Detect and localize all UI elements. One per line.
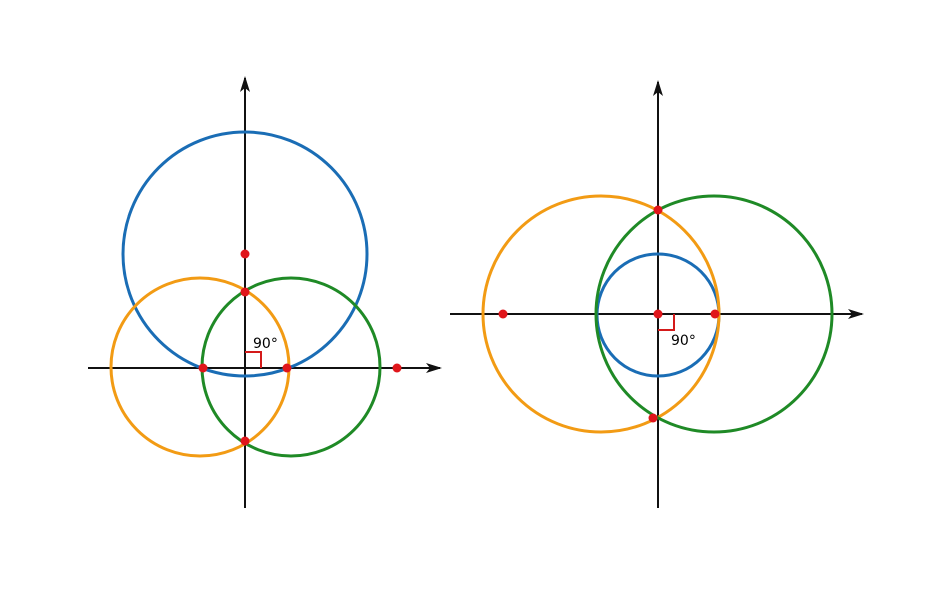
left-point-blue-center xyxy=(240,249,250,259)
left-point-x-left xyxy=(198,363,208,373)
left-angle-label: 90° xyxy=(253,336,278,352)
left-point-x-right xyxy=(282,363,292,373)
left-right-angle-marker xyxy=(245,351,262,368)
right-right-angle-marker xyxy=(658,314,675,331)
right-point-top-intersection xyxy=(653,205,663,215)
left-figure: 90° xyxy=(88,76,442,508)
right-figure: 90° xyxy=(450,80,864,508)
left-point-lower-intersection xyxy=(240,436,250,446)
left-point-far-right xyxy=(392,363,402,373)
right-point-bottom-intersection xyxy=(648,413,658,423)
left-blue-circle xyxy=(121,130,369,378)
right-angle-label: 90° xyxy=(671,333,696,349)
left-point-upper-intersection xyxy=(240,287,250,297)
right-point-origin xyxy=(653,309,663,319)
right-point-x-right xyxy=(710,309,720,319)
right-point-far-left xyxy=(498,309,508,319)
right-green-circle xyxy=(594,194,834,434)
